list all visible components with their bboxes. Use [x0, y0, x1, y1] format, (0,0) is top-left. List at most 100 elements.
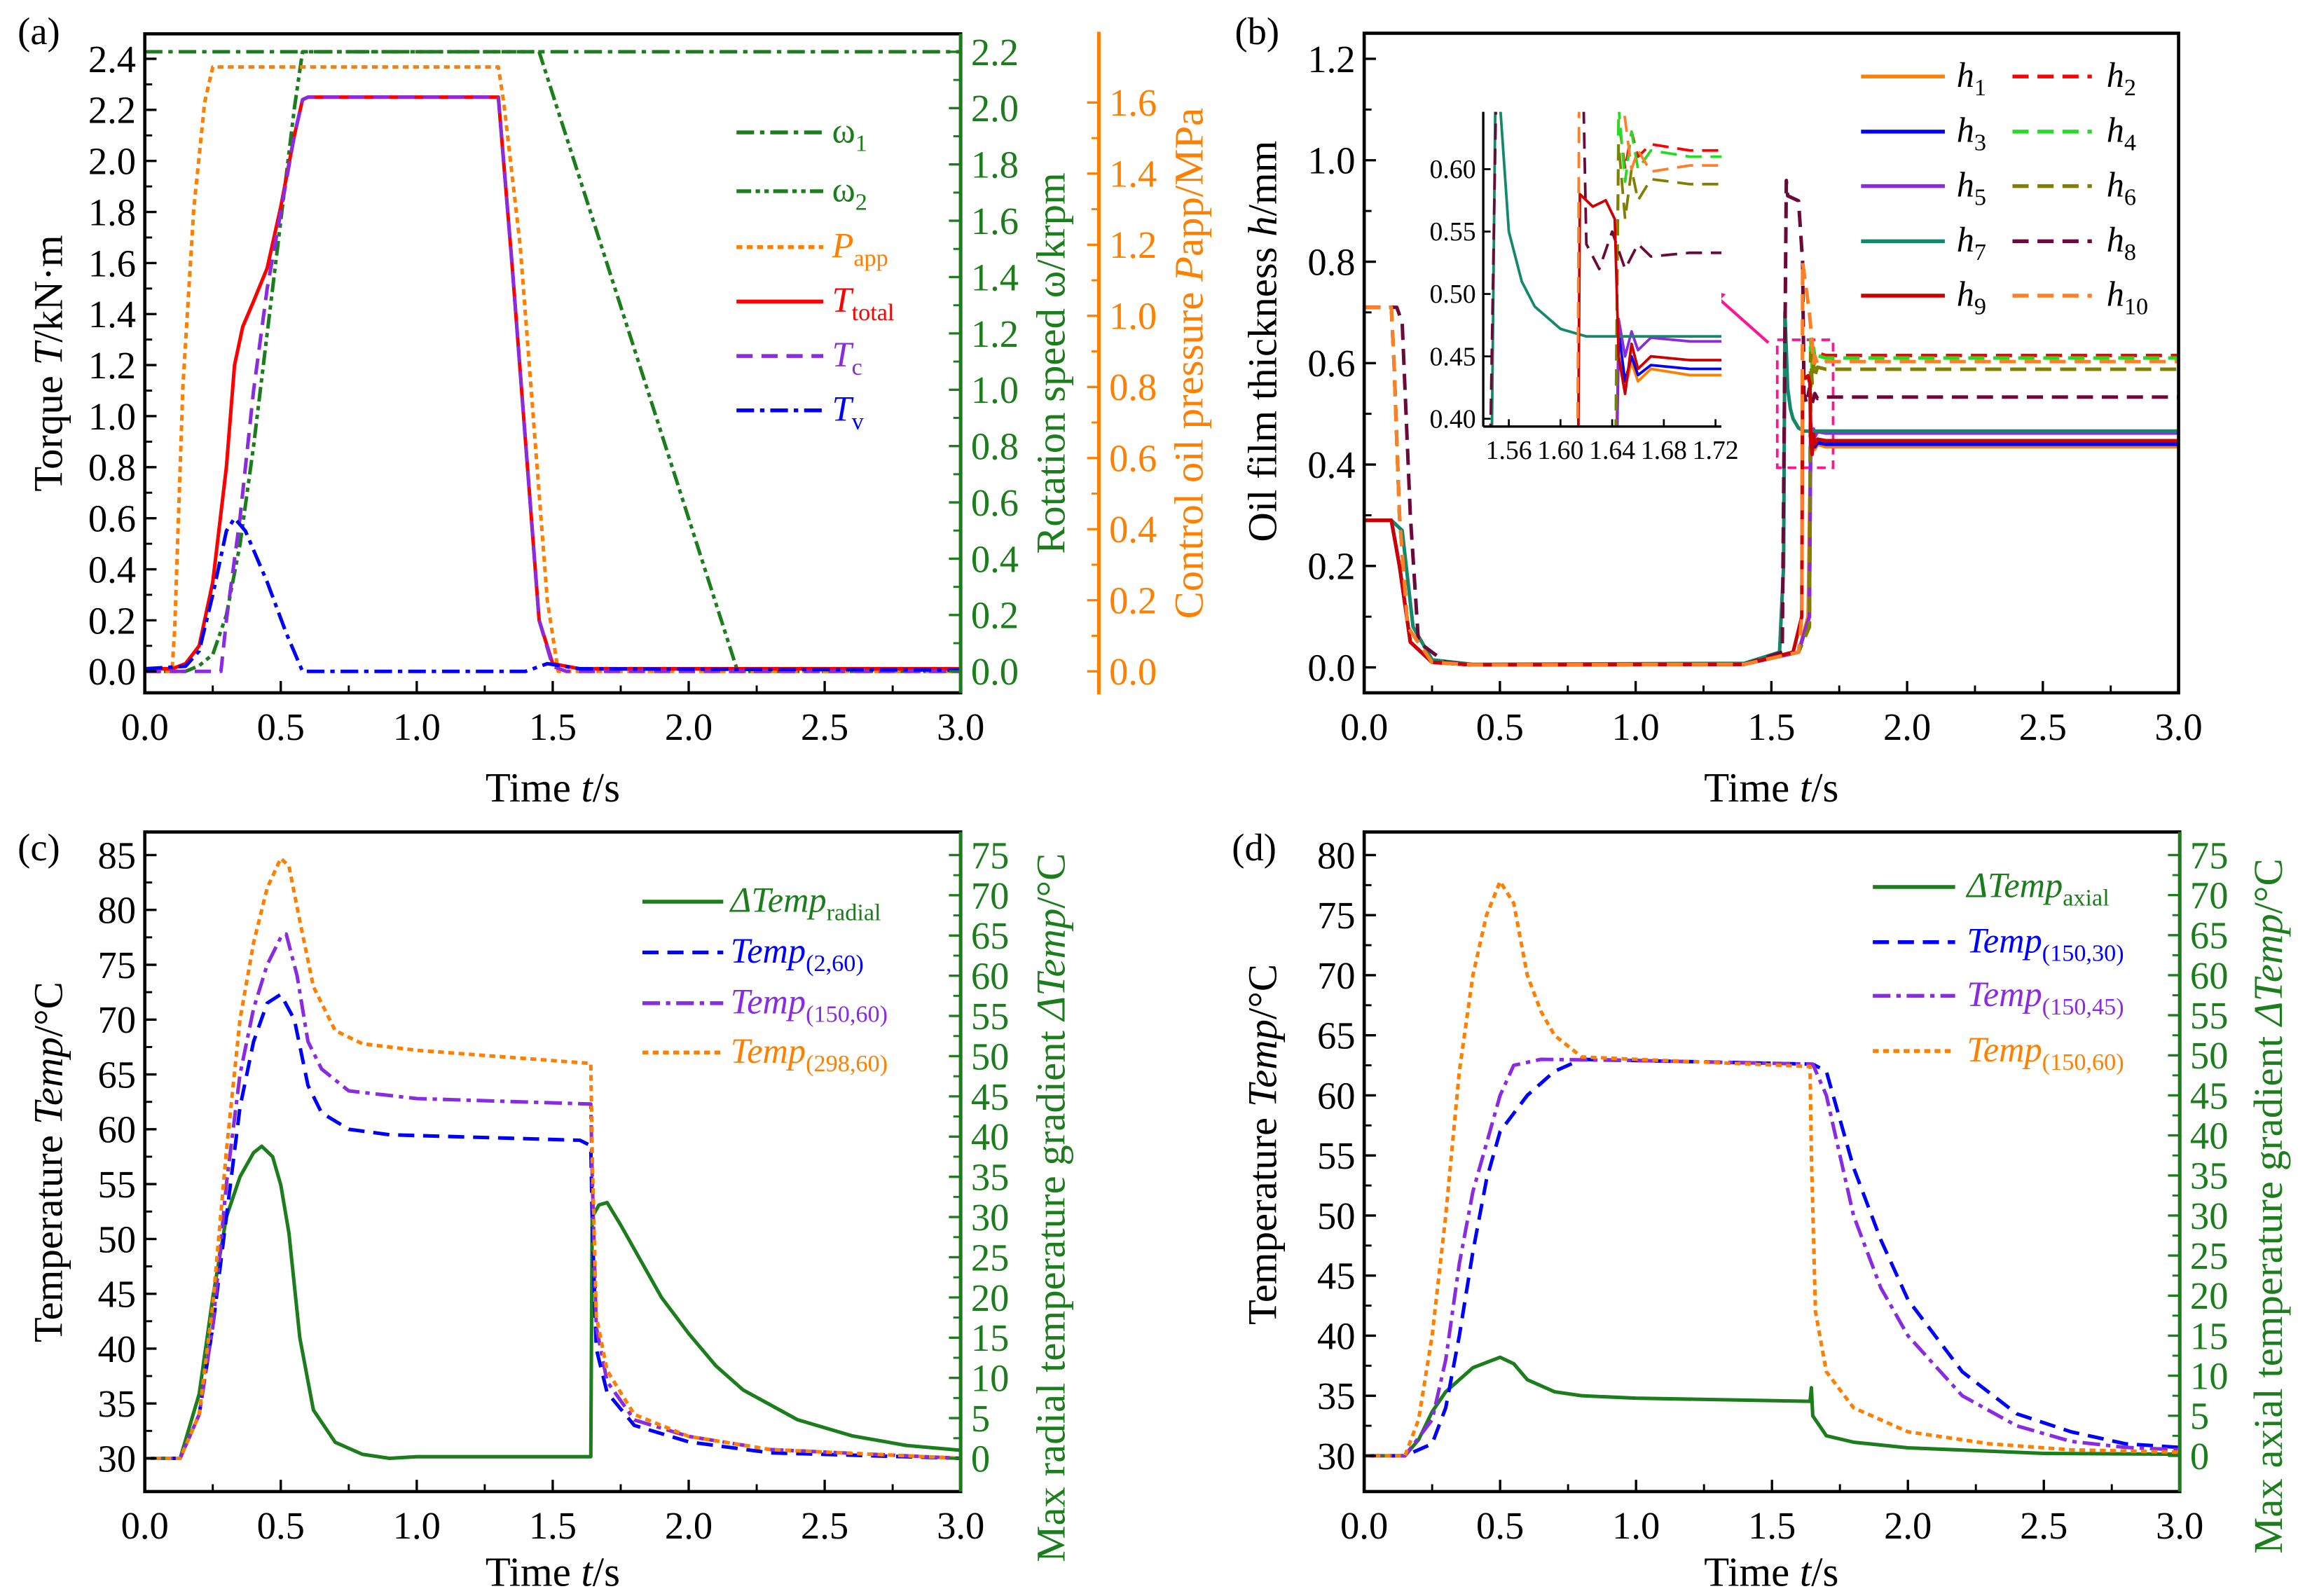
inset-plot: 0.40 0.45 0.50 0.55 0.60 1.56 1.60 1.64 1.68 1.72 — [1430, 111, 1739, 465]
y-tick-label-left: 0.4 — [1307, 443, 1355, 486]
y-tick-label-left: 60 — [1317, 1074, 1356, 1117]
y-tick-label-right1: 35 — [2190, 1155, 2229, 1197]
panel-label: (c) — [18, 826, 60, 869]
y-tick-label-left: 2.4 — [88, 38, 136, 81]
series-line-2 — [1364, 1057, 2180, 1458]
series-line-6 — [1614, 142, 1722, 427]
y-tick-label-left: 1.4 — [88, 293, 136, 336]
x-tick-label: 2.0 — [1883, 706, 1931, 748]
y-tick-label-right1: 40 — [2190, 1114, 2229, 1157]
series-line-3 — [1364, 1057, 2180, 1458]
x-axis-title: Time t/s — [1704, 1549, 1838, 1595]
x-tick-label: 0.0 — [121, 706, 169, 748]
y-tick-label-right1: 25 — [2190, 1234, 2229, 1277]
y-tick-label-right1: 0.0 — [971, 650, 1019, 693]
x-tick-label: 1.5 — [529, 706, 577, 748]
y-tick-label-right1: 1.2 — [971, 312, 1019, 355]
series-line-1 — [1364, 1355, 2180, 1458]
y-tick-label-right1: 25 — [971, 1236, 1010, 1279]
y-tick-label-right1: 40 — [971, 1115, 1010, 1158]
x-tick-label: 2.0 — [1884, 1504, 1932, 1547]
legend-label: Papp — [832, 226, 888, 271]
y-tick-label-right1: 30 — [971, 1196, 1010, 1239]
y-tick-label-right2: 0.6 — [1109, 437, 1157, 480]
y-tick-label-right1: 0.4 — [971, 537, 1019, 580]
legend-label: h1 — [1957, 55, 1986, 101]
legend-label: h5 — [1957, 165, 1986, 210]
x-tick-label: 1.5 — [529, 1504, 577, 1547]
y-tick-label-right2: 1.2 — [1109, 223, 1157, 266]
series-line-9 — [1576, 193, 1722, 427]
x-tick-label: 0.5 — [1476, 706, 1524, 748]
x-tick-label: 1.5 — [1747, 706, 1795, 748]
y-tick-label-right1: 0 — [971, 1437, 990, 1480]
inset-x-tick-label: 1.68 — [1641, 436, 1687, 465]
y-tick-label-right1: 1.0 — [971, 369, 1019, 411]
y-tick-label-left: 55 — [1317, 1134, 1356, 1177]
y-tick-label-right1: 15 — [2190, 1314, 2229, 1357]
x-tick-label: 0.0 — [1340, 1504, 1388, 1547]
y-tick-label-right1: 20 — [2190, 1274, 2229, 1317]
y-tick-label-left: 35 — [1317, 1375, 1356, 1417]
x-tick-label: 2.5 — [2020, 1504, 2067, 1547]
series-line-10 — [1576, 111, 1722, 427]
x-tick-label: 0.0 — [1340, 706, 1388, 748]
y-tick-label-right1: 2.2 — [971, 31, 1019, 74]
x-tick-label: 1.0 — [1612, 1504, 1660, 1547]
series-line-3 — [144, 65, 961, 673]
y-tick-label-left: 2.0 — [88, 140, 136, 183]
y-tick-label-left: 0.4 — [88, 548, 136, 591]
y-tick-label-left: 45 — [98, 1273, 137, 1316]
y-tick-label-right1: 45 — [2190, 1074, 2229, 1117]
series-line-4 — [1364, 879, 2180, 1458]
y-tick-label-right2: 1.0 — [1109, 295, 1157, 338]
y-tick-label-right1: 65 — [971, 914, 1010, 957]
inset-x-tick-label: 1.56 — [1486, 436, 1532, 465]
y-tick-label-right2: 0.8 — [1109, 366, 1157, 408]
panel-b: 0.0 0.5 1.0 1.5 2.0 2.5 3.0 Time t/s 0.0 0.2 0.4 0.… — [1234, 10, 2202, 811]
y-tick-label-right1: 30 — [2190, 1195, 2229, 1237]
y-axis-title-left: Torque T/kN·m — [26, 235, 71, 491]
y-axis-title-right1: Rotation speed ω/krpm — [1028, 172, 1074, 554]
y-tick-label-left: 50 — [1317, 1195, 1356, 1237]
y-tick-label-right1: 55 — [2190, 994, 2229, 1037]
y-tick-label-right1: 70 — [971, 874, 1010, 917]
y-tick-label-right1: 35 — [971, 1156, 1010, 1199]
y-tick-label-left: 0.0 — [88, 650, 136, 693]
x-tick-label: 0.0 — [121, 1504, 169, 1547]
legend-label: ω1 — [832, 111, 867, 157]
y-tick-label-right1: 50 — [2190, 1034, 2229, 1077]
legend: ω1 ω2 Papp Ttotal Tc Tv — [736, 111, 894, 434]
y-tick-label-left: 35 — [98, 1382, 137, 1425]
x-tick-label: 0.5 — [257, 706, 305, 748]
series-line-1 — [1615, 355, 1722, 427]
legend-label: h8 — [2107, 220, 2136, 266]
y-tick-label-left: 45 — [1317, 1255, 1356, 1298]
y-tick-label-right2: 1.4 — [1109, 153, 1157, 195]
y-tick-label-left: 1.8 — [88, 191, 136, 233]
y-axis-title-left: Temperature Temp/°C — [26, 982, 71, 1342]
panel-label: (a) — [18, 10, 60, 53]
series-line-6 — [144, 516, 961, 673]
legend-label: Temp(150,30) — [1967, 921, 2124, 966]
y-tick-label-right1: 0.2 — [971, 594, 1019, 637]
y-tick-label-right1: 20 — [971, 1277, 1010, 1319]
y-tick-label-left: 65 — [1317, 1014, 1356, 1057]
y-tick-label-left: 0.6 — [1307, 342, 1355, 385]
x-tick-label: 1.0 — [393, 1504, 441, 1547]
y-tick-label-right2: 0.0 — [1109, 650, 1157, 693]
y-tick-label-right1: 10 — [2190, 1354, 2229, 1397]
x-tick-label: 1.5 — [1748, 1504, 1796, 1547]
y-tick-label-left: 2.2 — [88, 89, 136, 132]
y-tick-label-left: 0.2 — [1307, 545, 1355, 588]
inset-y-tick-label: 0.45 — [1430, 342, 1476, 371]
series-line-5 — [144, 95, 961, 673]
y-tick-label-left: 40 — [98, 1328, 137, 1370]
y-tick-label-right2: 1.6 — [1109, 81, 1157, 124]
series-line-2 — [144, 992, 961, 1461]
panel-label: (d) — [1232, 826, 1277, 869]
legend-label: ΔTempaxial — [1965, 866, 2109, 911]
